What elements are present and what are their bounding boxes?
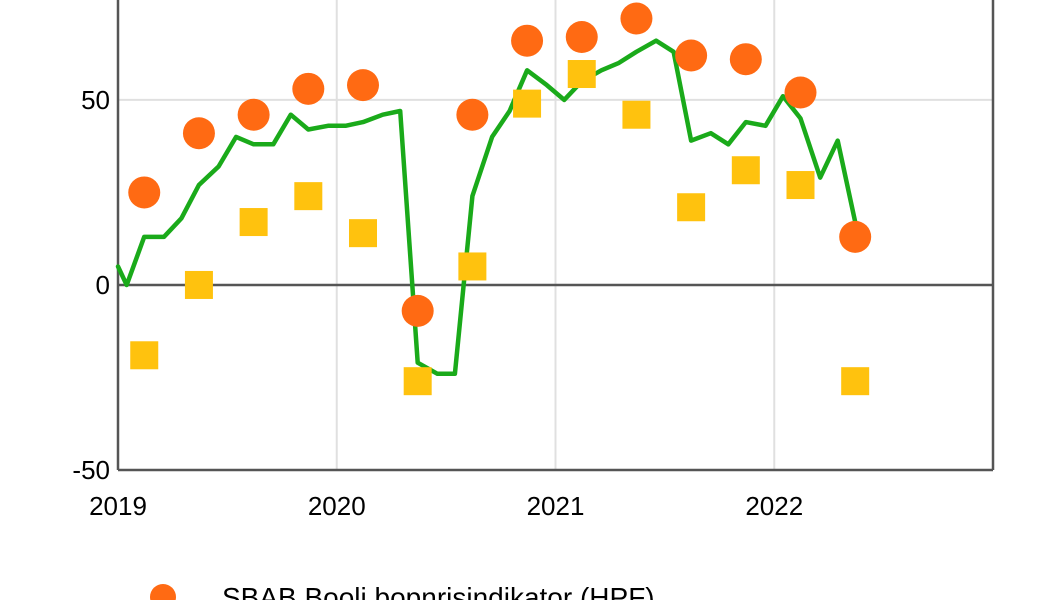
data-point-circle <box>347 69 379 102</box>
data-point-square <box>731 156 760 185</box>
data-point-circle <box>182 117 215 150</box>
data-point-square <box>403 367 432 396</box>
data-point-square <box>184 270 213 299</box>
data-point-square <box>349 219 377 248</box>
data-point-square <box>841 367 870 396</box>
x-tick-label: 2019 <box>89 491 147 521</box>
data-point-circle <box>620 2 653 35</box>
data-point-circle <box>456 98 489 131</box>
data-point-square <box>513 89 542 118</box>
data-point-circle <box>128 176 161 209</box>
series-line <box>115 38 858 377</box>
data-point-circle <box>675 39 708 72</box>
legend: SBAB Booli bopnrisindikator (HPF) <box>150 582 655 605</box>
data-point-circle <box>839 220 872 253</box>
y-tick-label: 0 <box>96 270 110 300</box>
data-point-circle <box>729 43 762 76</box>
axes: -50 0 50 2019 2020 2021 2022 <box>72 0 995 521</box>
x-tick-label: 2021 <box>527 491 585 521</box>
y-tick-label: -50 <box>72 455 110 485</box>
data-point-square <box>677 193 706 222</box>
y-tick-label: 50 <box>81 85 110 115</box>
data-point-circle <box>511 24 544 57</box>
legend-marker <box>150 584 176 605</box>
data-point-circle <box>237 98 270 131</box>
data-point-square <box>294 182 323 211</box>
series <box>115 2 872 396</box>
x-tick-label: 2022 <box>745 491 803 521</box>
data-point-circle <box>784 76 817 109</box>
data-point-square <box>458 252 487 281</box>
data-point-square <box>622 100 651 129</box>
x-tick-label: 2020 <box>308 491 366 521</box>
data-point-square <box>130 341 159 370</box>
data-point-circle <box>401 294 434 327</box>
data-point-circle <box>292 72 325 105</box>
data-point-square <box>786 171 815 200</box>
data-point-square <box>239 208 268 237</box>
legend-label: SBAB Booli bopnrisindikator (HPF) <box>222 582 655 600</box>
data-point-circle <box>565 21 598 54</box>
data-point-square <box>567 60 596 89</box>
